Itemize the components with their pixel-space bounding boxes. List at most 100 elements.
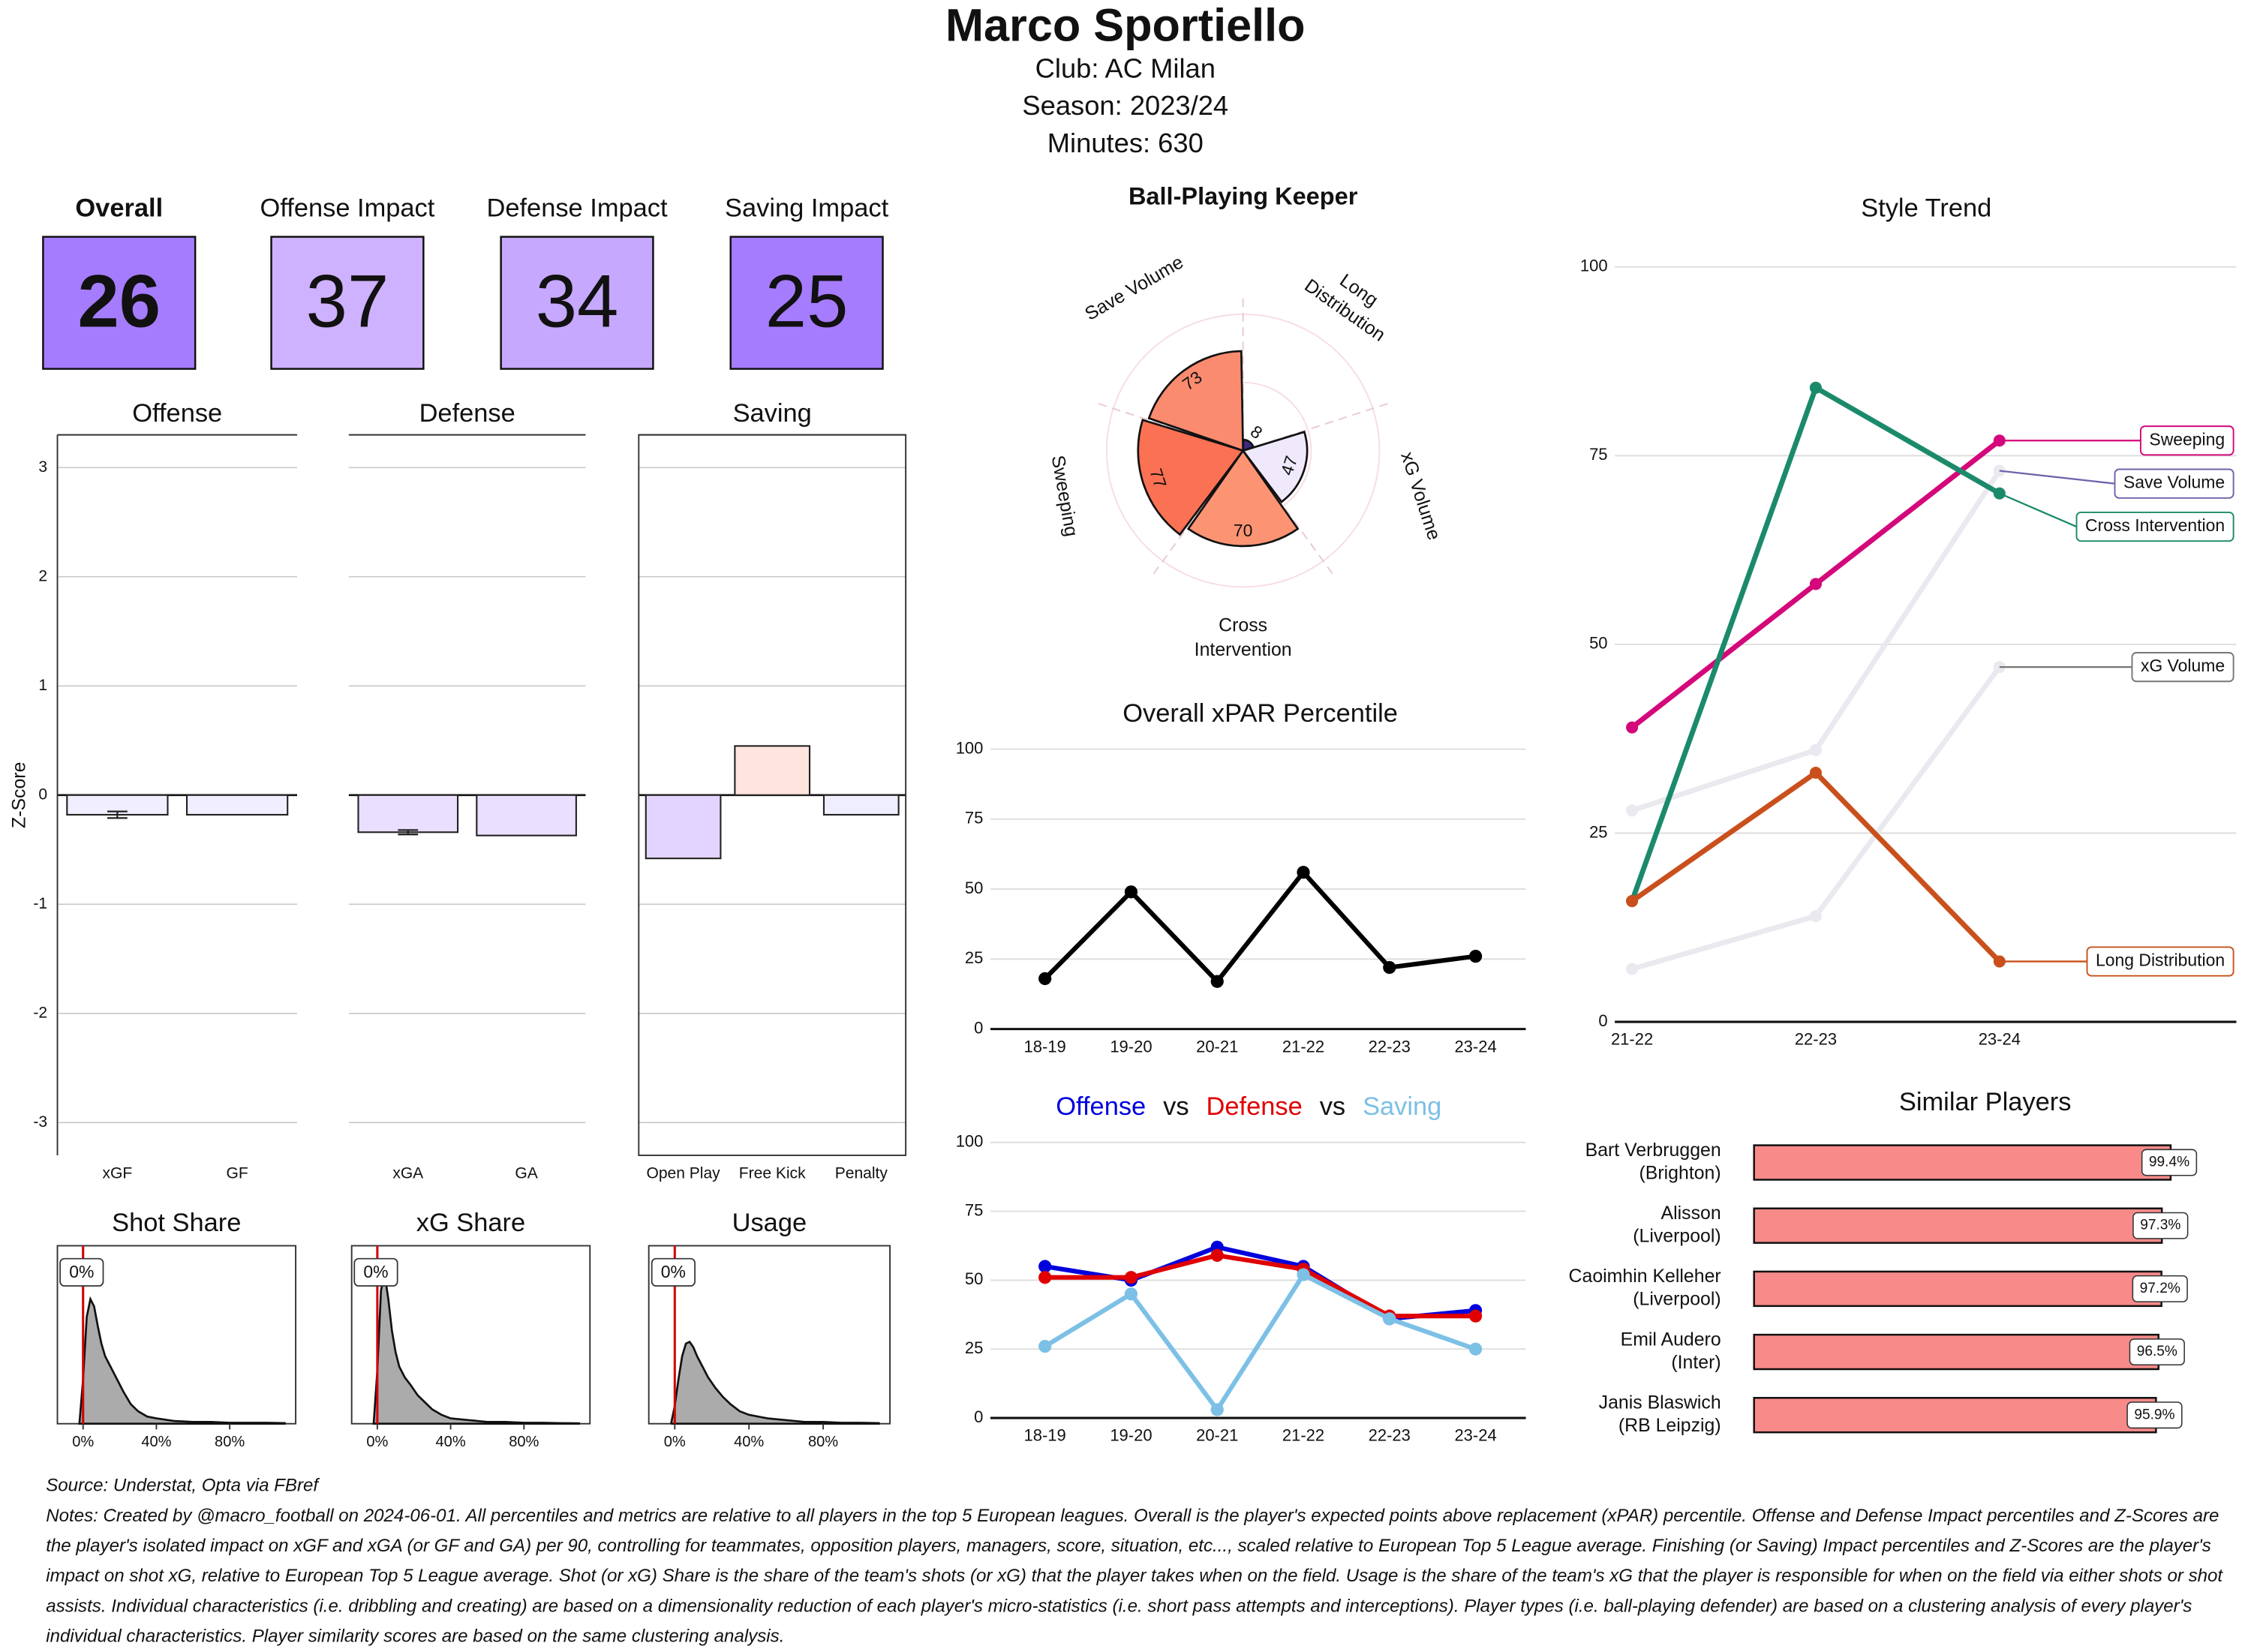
series-point [1210, 975, 1224, 988]
panel-title: Offense [132, 399, 222, 428]
density-area [78, 1296, 286, 1425]
x-tick-label: Penalty [835, 1164, 888, 1182]
value-label-box [2132, 1275, 2188, 1302]
series-label-box [2131, 652, 2234, 683]
chart-title: Ball-Playing Keeper [1129, 183, 1358, 210]
x-tick-label: 18-19 [1024, 1426, 1066, 1445]
y-tick-label: 1 [38, 677, 47, 694]
legend-entry: Saving [1363, 1092, 1441, 1121]
series-point [1468, 1309, 1483, 1323]
x-tick-label: 22-23 [1369, 1037, 1411, 1056]
marker-label: 0% [363, 1262, 388, 1281]
x-tick-label: 0% [664, 1434, 686, 1450]
series-point [1038, 1271, 1052, 1284]
series-point [1210, 1403, 1224, 1416]
score-box [270, 236, 425, 370]
legend-separator: vs [1320, 1092, 1345, 1121]
score-box [729, 236, 884, 370]
y-tick-label: 25 [965, 1338, 983, 1357]
x-tick-label: 21-22 [1282, 1426, 1324, 1445]
series-point [1038, 972, 1052, 986]
y-tick-label: 50 [965, 879, 983, 897]
x-tick-label: 18-19 [1024, 1037, 1066, 1056]
x-tick-label: 23-24 [1454, 1037, 1496, 1056]
polar-spoke [1150, 450, 1244, 578]
score-label: Offense Impact [260, 194, 435, 222]
y-tick-label: 0 [38, 785, 47, 803]
marker-label: 0% [661, 1262, 686, 1281]
series-label-box [2075, 511, 2234, 542]
series-point [1809, 743, 1822, 756]
bar [357, 794, 459, 834]
x-tick-label: 80% [509, 1434, 539, 1450]
y-axis-label: Z-Score [8, 762, 29, 828]
score-value: 26 [77, 260, 161, 344]
bar [476, 794, 577, 837]
player-name: Alisson [1661, 1203, 1721, 1224]
series-point [1383, 1312, 1396, 1326]
polar-spoke [1242, 450, 1336, 578]
polar-wedge [1186, 449, 1300, 548]
density-area [372, 1274, 580, 1425]
y-tick-label: 3 [38, 458, 47, 476]
score-box [500, 236, 654, 370]
series-point [1124, 885, 1138, 899]
value-label-box [2132, 1212, 2189, 1239]
series-label-connector [1999, 492, 2077, 528]
series-point [1809, 766, 1822, 779]
series-point [1038, 1260, 1052, 1273]
y-tick-label: 100 [956, 738, 984, 757]
legend-separator: vs [1163, 1092, 1189, 1121]
legend-entry: Defense [1207, 1092, 1303, 1121]
value-label-box [2141, 1149, 2198, 1176]
series-point [1626, 895, 1639, 908]
value-label: 8 [1247, 422, 1267, 443]
x-tick-label: xGA [392, 1164, 423, 1182]
panel-title: Usage [732, 1209, 807, 1237]
x-tick-label: 19-20 [1110, 1037, 1152, 1056]
series-label-box [2086, 946, 2234, 977]
marker-label-box [651, 1257, 696, 1287]
y-tick-label: 0 [1598, 1011, 1607, 1030]
panel-title: Shot Share [112, 1209, 241, 1237]
bar [1753, 1270, 2162, 1308]
series-point [1993, 487, 2006, 500]
series-line [1044, 1253, 1476, 1319]
x-tick-label: 19-20 [1110, 1426, 1152, 1445]
series-point [1809, 910, 1822, 923]
series-label: xG Volume [2131, 652, 2234, 683]
series-line [1631, 469, 2002, 813]
score-label: Overall [75, 194, 163, 222]
polar-spoke [1243, 401, 1393, 452]
series-point [1993, 464, 2006, 477]
value-label: 95.9% [2134, 1407, 2174, 1422]
value-label: 97.2% [2140, 1281, 2180, 1296]
player-club: (Liverpool) [1633, 1226, 1721, 1247]
series-point [1124, 1287, 1138, 1301]
series-label-text: Cross Intervention [2085, 515, 2225, 535]
x-tick-label: 21-22 [1611, 1030, 1653, 1049]
y-tick-label: 100 [956, 1132, 984, 1151]
x-tick-label: xGF [103, 1164, 133, 1182]
x-tick-label: Free Kick [739, 1164, 806, 1182]
y-tick-label: 75 [1589, 445, 1607, 464]
chart-title: Overall xPAR Percentile [1122, 699, 1398, 728]
x-tick-label: 21-22 [1282, 1037, 1324, 1056]
player-name: Marco Sportiello [945, 0, 1306, 50]
x-tick-label: 80% [808, 1434, 838, 1450]
value-label: 96.5% [2137, 1344, 2177, 1359]
score-value: 25 [765, 260, 849, 344]
series-label-text: xG Volume [2141, 656, 2225, 675]
y-tick-label: 75 [965, 809, 983, 828]
bar [1753, 1144, 2172, 1181]
series-line [1044, 1272, 1477, 1413]
x-tick-label: 23-24 [1454, 1426, 1496, 1445]
series-label-text: Long Distribution [2096, 951, 2225, 970]
series-label: Long Distribution [2086, 946, 2234, 977]
series-label-text: Save Volume [2123, 473, 2225, 492]
player-name: Emil Audero [1621, 1329, 1721, 1350]
score-label: Defense Impact [486, 194, 668, 222]
x-tick-label: 20-21 [1196, 1426, 1238, 1445]
